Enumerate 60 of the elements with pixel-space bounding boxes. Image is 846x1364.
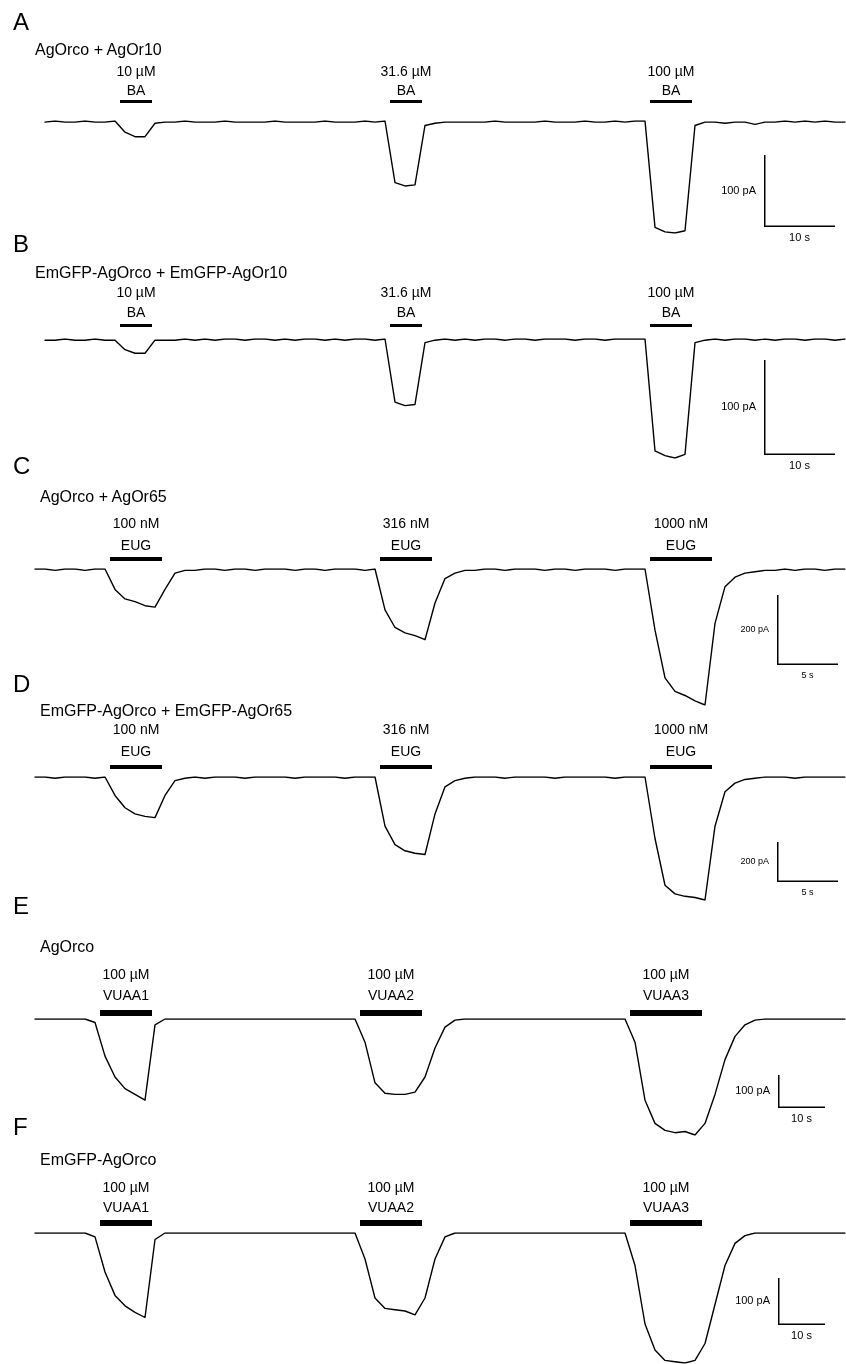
text: 100 nM: [112, 720, 160, 737]
text: BA: [396, 303, 416, 320]
text: BA: [661, 303, 681, 320]
chart-subtitle: EmGFP-AgOrco: [40, 1150, 157, 1168]
text: 100 µM: [647, 283, 695, 300]
chart-subtitle: AgOrco: [40, 937, 95, 955]
text: EUG: [120, 742, 152, 759]
text: 100 µM: [642, 1178, 690, 1195]
chart-title: F: [13, 1112, 28, 1140]
text: VUAA1: [103, 986, 150, 1003]
text: 31.6 µM: [380, 283, 432, 300]
text: 10 µM: [116, 62, 156, 79]
text: VUAA3: [643, 1198, 690, 1215]
text: 10 µM: [116, 283, 156, 300]
chart-subtitle: AgOrco + AgOr65: [40, 487, 167, 505]
text: 100 nM: [112, 514, 160, 531]
chart-title: C: [13, 451, 31, 479]
text: VUAA3: [643, 986, 690, 1003]
chart-subtitle: EmGFP-AgOrco + EmGFP-AgOr65: [40, 701, 293, 719]
chart-subtitle: AgOrco + AgOr10: [35, 40, 162, 58]
chart-title: D: [13, 669, 31, 697]
text: 100 µM: [102, 965, 150, 982]
text: EUG: [390, 742, 422, 759]
text: EUG: [390, 536, 422, 553]
annotation: 5 s: [801, 670, 814, 681]
text: EUG: [120, 536, 152, 553]
text: BA: [126, 81, 146, 98]
annotation: 200 pA: [740, 624, 769, 635]
annotation: 100 pA: [721, 183, 757, 196]
text: 31.6 µM: [380, 62, 432, 79]
annotation: 200 pA: [740, 856, 769, 867]
text: VUAA2: [368, 1198, 415, 1215]
chart-title: E: [13, 891, 30, 919]
text: VUAA2: [368, 986, 415, 1003]
text: 316 nM: [382, 720, 430, 737]
text: EUG: [665, 536, 697, 553]
text: 100 µM: [647, 62, 695, 79]
text: EUG: [665, 742, 697, 759]
text: 1000 nM: [653, 514, 709, 531]
text: 100 µM: [102, 1178, 150, 1195]
text: BA: [661, 81, 681, 98]
text: 100 µM: [367, 1178, 415, 1195]
text: 1000 nM: [653, 720, 709, 737]
text: 316 nM: [382, 514, 430, 531]
annotation: 100 pA: [721, 400, 757, 413]
annotation: 5 s: [801, 887, 814, 898]
chart-subtitle: EmGFP-AgOrco + EmGFP-AgOr10: [35, 263, 288, 281]
annotation: 10 s: [791, 1328, 813, 1341]
text: BA: [396, 81, 416, 98]
annotation: 100 pA: [735, 1084, 771, 1097]
text: BA: [126, 303, 146, 320]
annotation: 10 s: [791, 1111, 813, 1124]
text: 100 µM: [367, 965, 415, 982]
annotation: 100 pA: [735, 1294, 771, 1307]
annotation: 10 s: [789, 230, 811, 243]
chart-title: B: [13, 229, 30, 257]
text: 10 s: [789, 458, 811, 471]
text: VUAA1: [103, 1198, 150, 1215]
chart-title: A: [13, 7, 30, 35]
text: 100 µM: [642, 965, 690, 982]
